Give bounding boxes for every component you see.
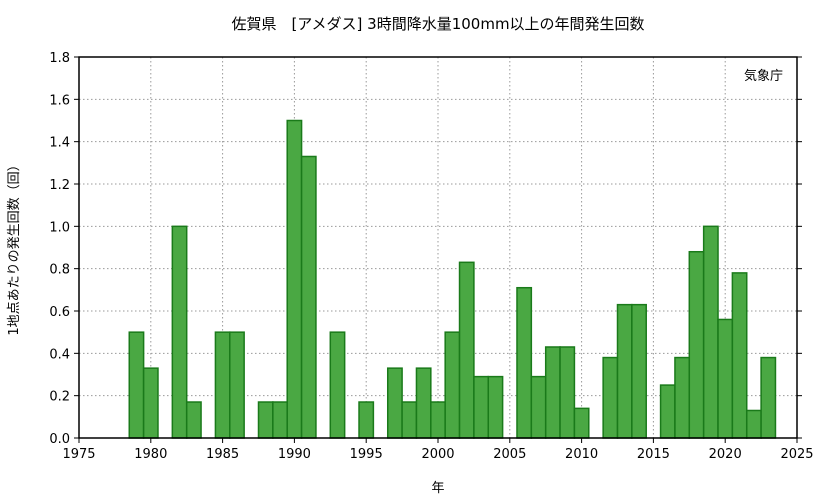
x-tick-label: 1990	[278, 447, 311, 462]
bar-1985	[214, 331, 231, 439]
source-note: 気象庁	[744, 68, 783, 84]
bar-2023	[760, 356, 777, 439]
bar-2016	[659, 384, 676, 439]
bar-1980	[142, 367, 159, 439]
bar-1983	[185, 401, 202, 439]
y-tick-label: 0.0	[49, 432, 70, 447]
bar-2022	[745, 409, 762, 439]
y-tick-label: 0.6	[49, 305, 70, 320]
x-axis-ticks: 1975 1980 1985 1990 1995 2000 2005 2010 2015 2020…	[62, 438, 814, 462]
bar-1995	[358, 401, 375, 439]
bar-2012	[602, 356, 619, 439]
bar-2008	[544, 346, 561, 439]
bar-2014	[631, 303, 647, 439]
bar-2021	[731, 272, 748, 439]
x-tick-label: 1980	[134, 447, 167, 462]
bar-1998	[401, 401, 418, 439]
y-axis-title: 1地点あたりの発生回数（回）	[7, 158, 22, 335]
bar-2009	[559, 346, 576, 439]
x-tick-label: 2025	[780, 447, 813, 462]
bar-1982	[171, 225, 188, 439]
y-tick-label: 1.2	[49, 178, 70, 193]
bar-2003	[473, 375, 490, 439]
bar-2004	[487, 375, 504, 439]
bar-1997	[386, 367, 403, 439]
bar-2020	[717, 318, 734, 439]
x-tick-label: 1995	[350, 447, 383, 462]
bar-1990	[286, 119, 303, 439]
bar-1979	[128, 331, 145, 439]
bar-2019	[702, 225, 719, 439]
bar-1993	[329, 331, 346, 439]
x-tick-label: 2000	[421, 447, 454, 462]
bar-2018	[688, 250, 705, 439]
bar-2013	[616, 303, 633, 439]
x-tick-label: 1975	[62, 447, 95, 462]
x-tick-label: 2015	[637, 447, 670, 462]
bars	[128, 119, 777, 439]
y-tick-label: 1.6	[49, 93, 70, 108]
bar-2000	[430, 401, 446, 439]
bar-2007	[530, 375, 547, 439]
bar-1991	[300, 155, 317, 439]
bar-1999	[415, 367, 432, 439]
y-tick-label: 1.8	[49, 51, 70, 66]
bar-1989	[272, 401, 288, 439]
bar-2010	[573, 407, 590, 439]
x-tick-label: 1985	[206, 447, 239, 462]
y-tick-label: 1.0	[49, 220, 70, 235]
bar-1986	[229, 331, 245, 439]
y-tick-label: 0.2	[49, 390, 70, 405]
x-tick-label: 2020	[709, 447, 742, 462]
y-axis-ticks: 0.0 0.2 0.4 0.6 0.8 1.0 1.2 1.4 1.6 1.8	[49, 51, 802, 447]
bar-2017	[674, 356, 691, 439]
bar-1988	[257, 401, 274, 439]
y-tick-label: 1.4	[49, 136, 70, 151]
x-tick-label: 2005	[493, 447, 526, 462]
y-tick-label: 0.8	[49, 263, 70, 278]
bar-2001	[444, 331, 461, 439]
x-tick-label: 2010	[565, 447, 598, 462]
bar-2002	[458, 261, 475, 439]
bar-2006	[516, 286, 533, 439]
chart-title: 佐賀県 [アメダス] 3時間降水量100mm以上の年間発生回数	[231, 15, 644, 33]
x-axis-title: 年	[431, 481, 444, 496]
y-tick-label: 0.4	[49, 347, 70, 362]
